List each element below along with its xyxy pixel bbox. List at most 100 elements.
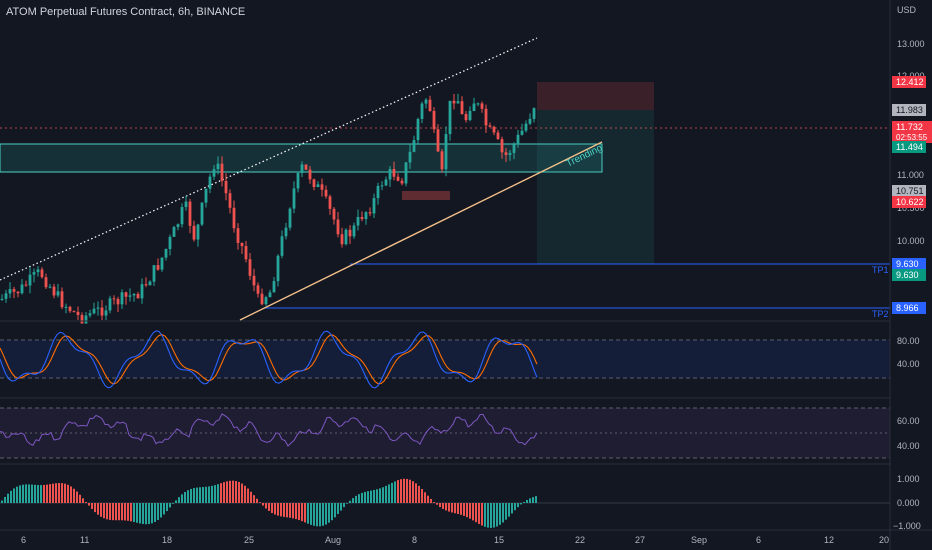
macd-histogram-bar — [256, 498, 258, 503]
macd-histogram-bar — [445, 503, 447, 511]
candle-body — [424, 99, 428, 104]
candle-body — [504, 152, 508, 155]
target-mid-badge-text: 11.983 — [896, 105, 923, 115]
candle-body — [484, 108, 488, 126]
position-stop-area — [537, 82, 654, 110]
macd-histogram-bar — [259, 502, 261, 503]
macd-histogram-bar — [46, 484, 48, 503]
macd-histogram-bar — [478, 503, 480, 524]
macd-histogram-bar — [370, 490, 372, 503]
macd-histogram-bar — [196, 487, 198, 503]
macd-histogram-bar — [85, 501, 87, 503]
macd-histogram-bar — [73, 488, 75, 503]
macd-histogram-bar — [172, 503, 174, 504]
macd-histogram-bar — [106, 503, 108, 520]
macd-histogram-bar — [475, 503, 477, 523]
candle-body — [368, 212, 372, 214]
macd-histogram-bar — [316, 503, 318, 527]
candle-body — [80, 314, 84, 324]
tp2-badge-text: 8.966 — [896, 303, 919, 313]
trendline — [239, 141, 603, 321]
candle-body — [180, 207, 184, 225]
macd-histogram-bar — [376, 489, 378, 503]
macd-histogram-bar — [331, 503, 333, 521]
macd-histogram-bar — [397, 480, 399, 503]
candle-body — [384, 179, 388, 186]
candle-body — [52, 286, 56, 296]
macd-histogram-bar — [385, 485, 387, 503]
time-tick: Aug — [325, 535, 341, 545]
price-tick: 10.000 — [897, 236, 925, 246]
macd-histogram-bar — [457, 503, 459, 514]
macd-histogram-bar — [367, 491, 369, 503]
entry-badge-text: 11.494 — [896, 142, 923, 152]
macd-histogram-bar — [496, 503, 498, 527]
macd-histogram-bar — [265, 503, 267, 509]
macd-histogram-bar — [304, 503, 306, 523]
candle-body — [208, 176, 212, 189]
candle-body — [460, 101, 464, 115]
macd-histogram-bar — [484, 503, 486, 527]
price-tick: 11.000 — [897, 170, 924, 180]
macd-histogram-bar — [433, 502, 435, 503]
candle-body — [468, 111, 472, 121]
candle-body — [228, 193, 232, 208]
currency-label: USD — [897, 5, 917, 15]
time-tick: Sep — [691, 535, 707, 545]
macd-histogram-bar — [430, 498, 432, 503]
candle-body — [88, 313, 92, 316]
macd-histogram-bar — [181, 494, 183, 503]
candle-body — [96, 307, 100, 309]
macd-histogram-bar — [70, 486, 72, 503]
stoch-k-line — [0, 330, 538, 389]
stop-badge — [892, 76, 926, 88]
candle-body — [232, 207, 236, 229]
macd-histogram-bar — [280, 503, 282, 517]
macd-histogram-bar — [391, 482, 393, 503]
candle-body — [372, 198, 376, 214]
tp1-label: TP1 — [872, 265, 889, 275]
macd-histogram-bar — [22, 484, 24, 503]
support-b-badge — [892, 196, 926, 208]
candle-body — [532, 108, 536, 119]
time-tick: 20 — [879, 535, 889, 545]
candle-body — [168, 236, 172, 250]
candle-body — [116, 299, 120, 305]
candle-body — [48, 286, 52, 288]
last-price-badge-text: 11.732 — [896, 122, 923, 132]
macd-histogram-bar — [358, 494, 360, 503]
candle-body — [36, 269, 40, 273]
candle-body — [324, 189, 328, 197]
candle-body — [196, 224, 200, 240]
candle-body — [144, 284, 148, 286]
candle-body — [212, 169, 216, 177]
candle-body — [428, 99, 432, 112]
candle-body — [520, 130, 524, 135]
macd-histogram-bar — [160, 503, 162, 518]
macd-histogram-bar — [298, 503, 300, 521]
macd-histogram-bar — [364, 491, 366, 503]
macd-histogram-bar — [508, 503, 510, 517]
candle-body — [444, 134, 448, 170]
macd-histogram-bar — [178, 497, 180, 503]
candle-body — [164, 249, 168, 258]
candle-body — [28, 274, 32, 286]
macd-histogram-bar — [328, 503, 330, 523]
macd-histogram-bar — [97, 503, 99, 515]
time-tick: 12 — [824, 535, 834, 545]
macd-histogram-bar — [409, 479, 411, 503]
candle-body — [456, 101, 460, 104]
macd-histogram-bar — [163, 503, 165, 515]
macd-tick: −1.000 — [893, 521, 921, 531]
candle-body — [404, 162, 408, 184]
macd-tick: 1.000 — [897, 474, 920, 484]
macd-histogram-bar — [232, 480, 234, 503]
macd-histogram-bar — [283, 503, 285, 517]
macd-histogram-bar — [469, 503, 471, 519]
candle-body — [128, 295, 132, 297]
candle-body — [224, 180, 228, 194]
candle-body — [388, 168, 392, 180]
macd-histogram-bar — [205, 486, 207, 503]
macd-histogram-bar — [79, 494, 81, 503]
